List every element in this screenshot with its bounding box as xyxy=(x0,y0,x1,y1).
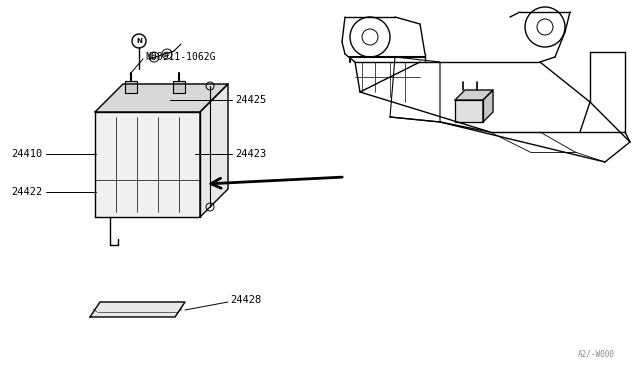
Polygon shape xyxy=(95,84,228,112)
Polygon shape xyxy=(200,84,228,217)
Text: N08911-1062G: N08911-1062G xyxy=(145,52,216,62)
Text: 24425: 24425 xyxy=(235,95,266,105)
Text: N: N xyxy=(136,38,142,44)
Text: 24423: 24423 xyxy=(235,149,266,159)
Polygon shape xyxy=(95,112,200,217)
Text: A2/-W000: A2/-W000 xyxy=(578,350,615,359)
Polygon shape xyxy=(173,81,185,93)
Polygon shape xyxy=(455,100,483,122)
Polygon shape xyxy=(483,90,493,122)
Polygon shape xyxy=(455,90,493,100)
Text: 24428: 24428 xyxy=(230,295,261,305)
Text: 24410: 24410 xyxy=(11,149,42,159)
Text: 24422: 24422 xyxy=(11,187,42,197)
Polygon shape xyxy=(90,302,185,317)
Polygon shape xyxy=(125,81,137,93)
